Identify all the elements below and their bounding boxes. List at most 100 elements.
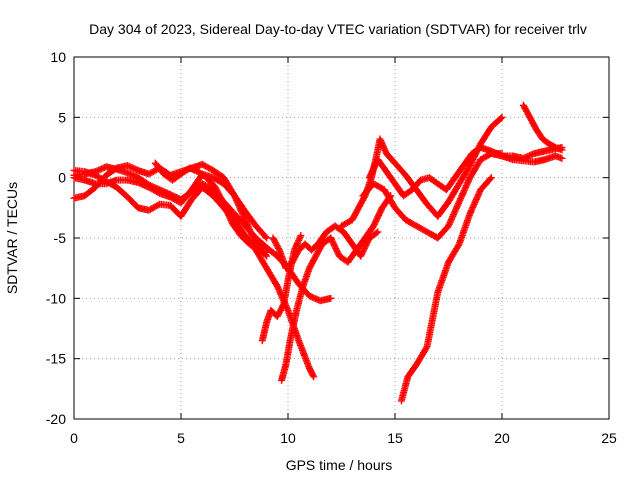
data-point xyxy=(220,200,228,208)
data-point xyxy=(449,211,457,219)
data-point xyxy=(454,201,462,209)
data-point xyxy=(467,158,475,166)
data-point xyxy=(380,143,388,151)
x-tick-label: 0 xyxy=(70,430,78,446)
data-point xyxy=(462,183,470,191)
data-point xyxy=(447,217,455,225)
data-point xyxy=(558,154,566,162)
data-point xyxy=(458,191,466,199)
data-point xyxy=(454,199,462,207)
data-point xyxy=(263,234,271,242)
data-point xyxy=(274,284,282,292)
data-point xyxy=(464,177,472,185)
data-point xyxy=(219,199,227,207)
data-point xyxy=(451,207,459,215)
data-point xyxy=(295,235,303,243)
data-point xyxy=(452,206,460,214)
data-point xyxy=(467,207,475,215)
data-point xyxy=(381,146,389,154)
data-point xyxy=(467,160,475,168)
y-tick-label: 5 xyxy=(58,109,66,125)
chart-title: Day 304 of 2023, Sidereal Day-to-day VTE… xyxy=(89,21,587,37)
data-point xyxy=(212,185,220,193)
data-point xyxy=(377,138,385,146)
data-point xyxy=(446,219,454,227)
data-point xyxy=(422,344,430,352)
data-point xyxy=(474,191,482,199)
y-tick-labels: -20 -15 -10 -5 0 5 10 xyxy=(46,49,66,427)
data-point xyxy=(261,233,269,241)
data-point xyxy=(283,305,291,313)
x-axis-label: GPS time / hours xyxy=(286,457,393,473)
data-point xyxy=(279,302,287,310)
data-point xyxy=(472,197,480,205)
data-point xyxy=(217,196,225,204)
y-tick-label: 10 xyxy=(50,49,66,65)
data-point xyxy=(469,203,477,211)
data-point xyxy=(450,209,458,217)
data-point xyxy=(376,135,384,143)
data-point xyxy=(455,198,463,206)
y-tick-label: -15 xyxy=(46,351,66,367)
data-series xyxy=(359,150,506,242)
data-point xyxy=(459,190,467,198)
data-point xyxy=(445,222,452,230)
data-point xyxy=(273,282,281,290)
data-point xyxy=(154,188,162,196)
data-series xyxy=(269,222,382,272)
data-point xyxy=(452,204,460,212)
data-point xyxy=(460,187,468,195)
data-point xyxy=(374,228,382,236)
data-point xyxy=(227,216,235,224)
data-point xyxy=(293,240,301,248)
x-tick-label: 25 xyxy=(601,430,617,446)
x-tick-labels: 0 5 10 15 20 25 xyxy=(70,430,617,446)
data-point xyxy=(216,193,224,201)
data-point xyxy=(224,210,232,218)
data-point xyxy=(211,183,219,191)
x-tick-label: 15 xyxy=(387,430,403,446)
y-tick-label: 0 xyxy=(58,170,66,186)
data-series xyxy=(519,101,566,154)
data-point xyxy=(215,191,223,199)
data-point xyxy=(378,140,386,148)
data-point xyxy=(456,196,464,204)
data-point xyxy=(457,195,465,203)
data-point xyxy=(296,233,304,241)
data-point xyxy=(473,194,481,202)
data-point xyxy=(223,208,231,216)
data-series xyxy=(327,192,395,266)
data-series xyxy=(151,159,271,256)
data-point xyxy=(486,175,494,183)
data-point xyxy=(214,189,222,197)
data-point xyxy=(297,232,305,240)
data-point xyxy=(475,189,483,197)
data-point xyxy=(379,141,387,149)
y-tick-label: -5 xyxy=(54,230,67,246)
data-point xyxy=(445,220,453,228)
data-point xyxy=(226,213,234,221)
data-point xyxy=(487,174,495,182)
data-point xyxy=(474,192,482,200)
data-point xyxy=(294,238,302,246)
y-tick-label: -10 xyxy=(46,290,66,306)
x-tick-label: 5 xyxy=(177,430,185,446)
data-series xyxy=(278,234,335,384)
data-point xyxy=(448,214,456,222)
data-point xyxy=(225,211,233,219)
data-point xyxy=(469,202,477,210)
data-point xyxy=(558,146,566,154)
data-series xyxy=(70,166,318,381)
data-point xyxy=(453,203,461,211)
data-point xyxy=(462,182,470,190)
data-point xyxy=(454,242,462,250)
data-point xyxy=(472,195,480,203)
data-series xyxy=(397,174,495,405)
data-series xyxy=(338,113,506,230)
data-point xyxy=(295,236,303,244)
data-point xyxy=(263,248,271,256)
data-point xyxy=(447,215,455,223)
data-point xyxy=(272,281,280,289)
data-point xyxy=(275,245,283,253)
